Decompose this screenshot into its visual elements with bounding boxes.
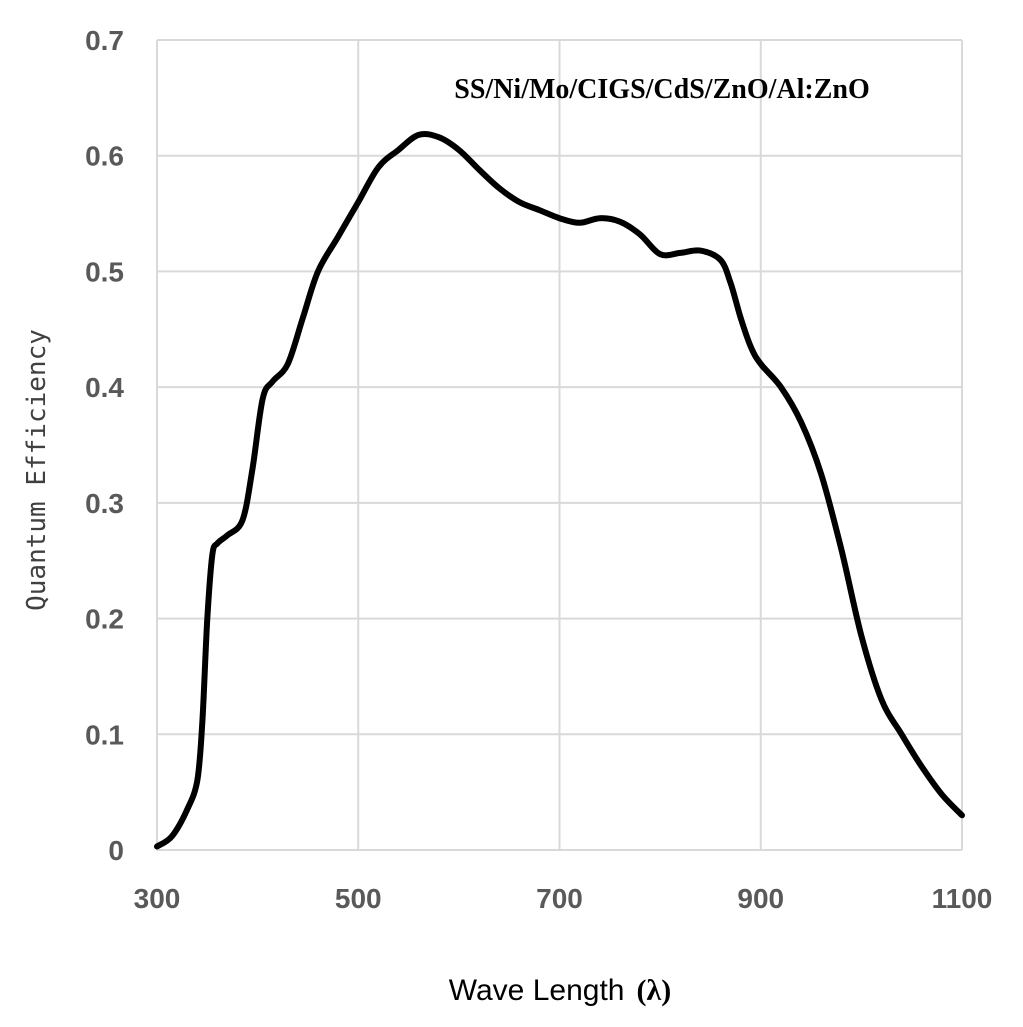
series-line [154,131,965,850]
y-tick-label: 0.6 [85,141,124,172]
y-axis-label: Quantum Efficiency [22,329,52,611]
x-tick-label: 700 [536,883,583,914]
x-axis-label-group: Wave Length (λ) [449,974,671,1007]
grid-lines [157,39,963,850]
x-axis-label: Wave Length [449,974,625,1007]
y-tick-labels: 0 0.1 0.2 0.3 0.4 0.5 0.6 0.7 [85,25,124,866]
x-tick-label: 900 [737,883,784,914]
y-tick-label: 0.4 [85,372,124,403]
x-axis-label-symbol: (λ) [636,974,671,1007]
x-tick-labels: 300 500 700 900 1100 [134,883,993,914]
annotation-label: SS/Ni/Mo/CIGS/CdS/ZnO/Al:ZnO [454,74,869,105]
axes [156,40,962,851]
y-tick-label: 0.2 [85,604,124,635]
y-tick-label: 0.7 [85,25,124,56]
y-tick-label: 0.1 [85,719,124,750]
y-tick-label: 0 [108,835,124,866]
y-tick-label: 0.3 [85,488,124,519]
x-tick-label: 500 [335,883,382,914]
x-tick-label: 1100 [932,883,993,914]
y-tick-label: 0.5 [85,256,124,287]
x-tick-label: 300 [134,883,181,914]
